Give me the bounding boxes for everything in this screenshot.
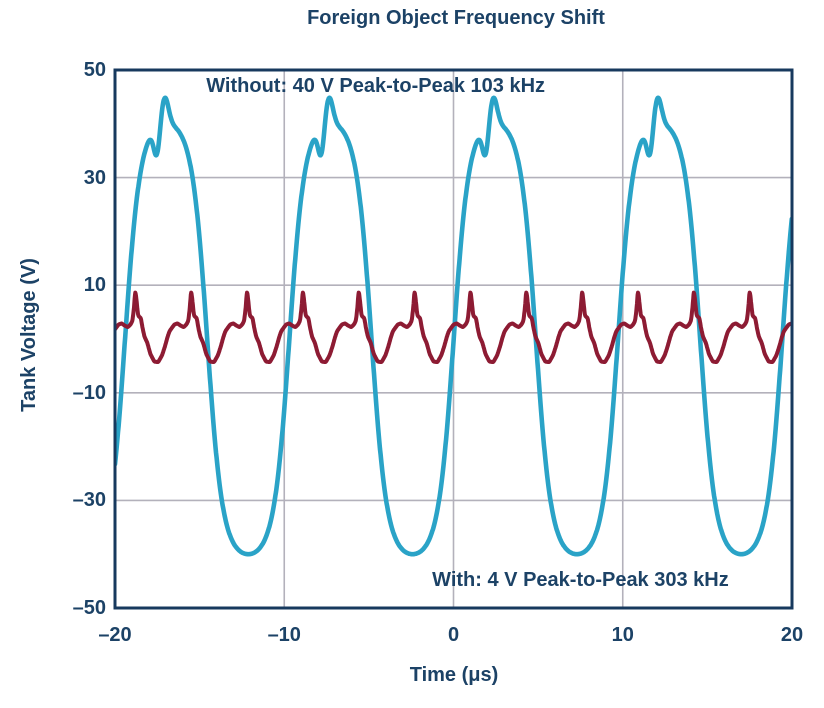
x-axis-label: Time (μs) bbox=[409, 664, 499, 686]
x-tick-label: 10 bbox=[611, 624, 634, 646]
x-tick-label: –20 bbox=[98, 624, 132, 646]
with-foreign-object-line bbox=[115, 290, 792, 364]
y-tick-label: 10 bbox=[83, 274, 106, 297]
x-tick-label: 20 bbox=[780, 624, 804, 646]
y-axis-label: Tank Voltage (V) bbox=[18, 258, 40, 412]
y-tick-label: –10 bbox=[72, 381, 106, 404]
plot-frame bbox=[113, 68, 794, 610]
y-tick-label: –50 bbox=[72, 597, 106, 619]
annotation-without: Without: 40 V Peak-to-Peak 103 kHz bbox=[206, 75, 546, 98]
annotation-with: With: 4 V Peak-to-Peak 303 kHz bbox=[432, 569, 729, 592]
y-tick-label: 50 bbox=[83, 59, 106, 81]
chart-title: Foreign Object Frequency Shift bbox=[307, 7, 605, 29]
x-tick-label: 0 bbox=[447, 624, 460, 646]
y-tick-label: 30 bbox=[83, 166, 106, 189]
x-tick-label: –10 bbox=[267, 624, 301, 646]
without-foreign-object-line bbox=[115, 95, 792, 557]
y-tick-label: –30 bbox=[72, 489, 106, 512]
